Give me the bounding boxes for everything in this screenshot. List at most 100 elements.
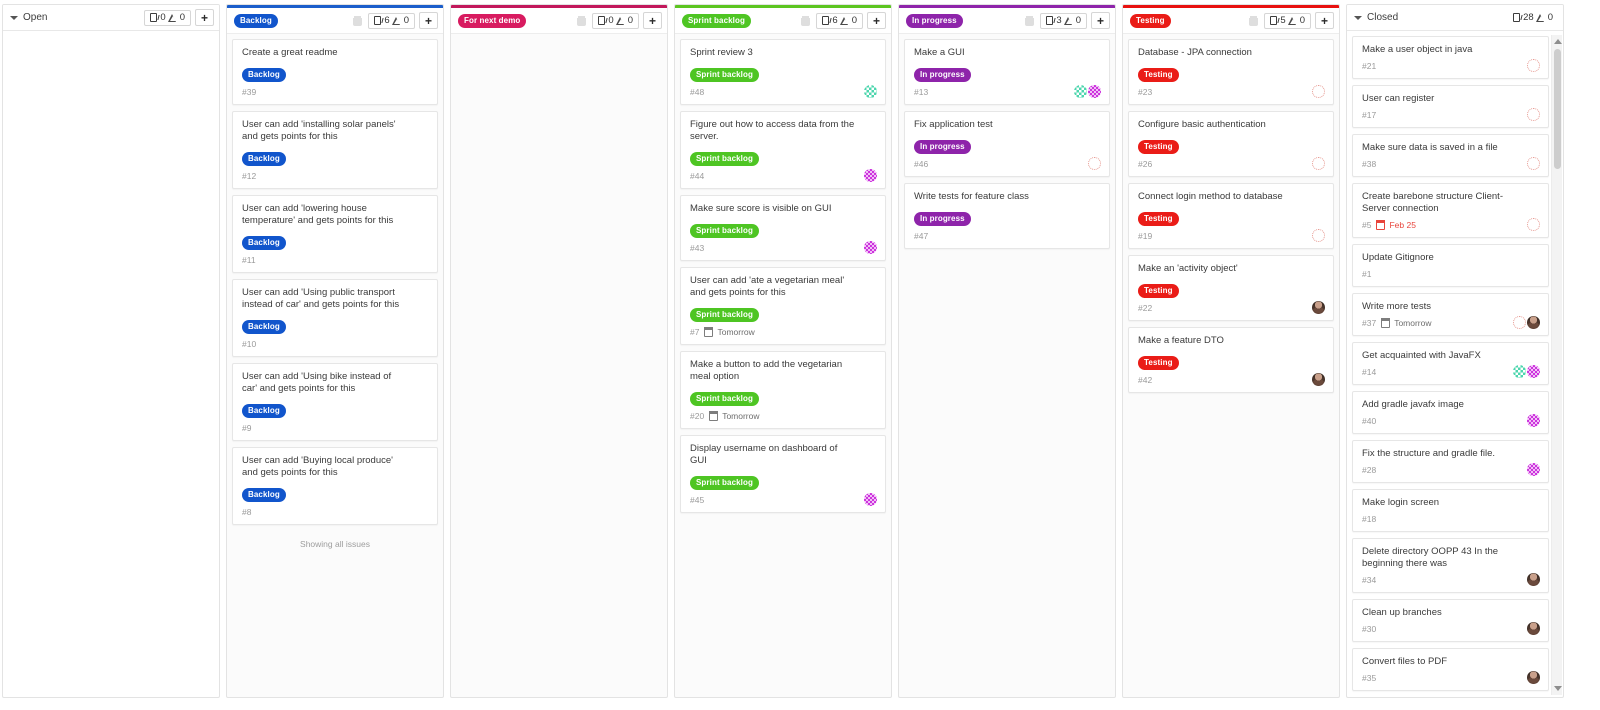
card[interactable]: User can add 'Buying local produce' and …: [232, 447, 438, 525]
card-count-icon: [150, 13, 158, 22]
avatar[interactable]: [1527, 671, 1540, 684]
card[interactable]: Display username on dashboard of GUI Spri…: [680, 435, 886, 513]
card[interactable]: Make sure score is visible on GUI Sprint …: [680, 195, 886, 261]
column-title-group[interactable]: Open: [10, 12, 47, 23]
card[interactable]: Connect login method to database Testing #…: [1128, 183, 1334, 249]
card[interactable]: Fix application test In progress #46: [904, 111, 1110, 177]
card-meta: #14: [1362, 367, 1540, 377]
card-title: Write tests for feature class: [914, 191, 1029, 202]
card-meta: #8: [242, 507, 429, 517]
card[interactable]: Make an 'activity object' Testing #22: [1128, 255, 1334, 321]
card-chip-row: Sprint backlog: [690, 304, 877, 322]
card[interactable]: Create a great readme Backlog #39: [232, 39, 438, 105]
avatar-placeholder-icon[interactable]: [1312, 157, 1325, 170]
card[interactable]: Update Gitignore #1: [1352, 244, 1549, 287]
card[interactable]: Configure basic authentication Testing #26: [1128, 111, 1334, 177]
avatar-placeholder-icon[interactable]: [1513, 316, 1526, 329]
avatar-identicon[interactable]: [1088, 85, 1101, 98]
card[interactable]: Add gradle javafx image #40: [1352, 391, 1549, 434]
scroll-down-button[interactable]: [1553, 684, 1562, 693]
add-card-button[interactable]: +: [419, 12, 438, 29]
warning-count-icon: [1064, 16, 1073, 25]
add-card-button[interactable]: +: [1091, 12, 1110, 29]
avatar-identicon[interactable]: [864, 493, 877, 506]
avatar-group: [1527, 622, 1540, 635]
card[interactable]: Make sure data is saved in a file #38: [1352, 134, 1549, 177]
card-meta: #12: [242, 171, 429, 181]
avatar-placeholder-icon[interactable]: [1312, 85, 1325, 98]
card-title: User can add 'Using public transport ins…: [242, 287, 400, 310]
trash-icon[interactable]: [801, 15, 811, 26]
avatar[interactable]: [1527, 573, 1540, 586]
column-accent-bar: [675, 5, 891, 8]
add-card-button[interactable]: +: [195, 9, 214, 26]
card[interactable]: User can add 'Using public transport ins…: [232, 279, 438, 357]
avatar-identicon[interactable]: [1527, 463, 1540, 476]
card[interactable]: Write tests for feature class In progress…: [904, 183, 1110, 249]
avatar-identicon[interactable]: [1527, 414, 1540, 427]
avatar-identicon[interactable]: [1513, 365, 1526, 378]
trash-icon[interactable]: [1249, 15, 1259, 26]
card-number: #44: [690, 171, 705, 181]
avatar-identicon[interactable]: [1527, 365, 1540, 378]
card-number: #26: [1138, 159, 1153, 169]
card[interactable]: Sprint review 3 Sprint backlog #48: [680, 39, 886, 105]
avatar-placeholder-icon[interactable]: [1527, 108, 1540, 121]
avatar[interactable]: [1312, 373, 1325, 386]
column-header-sprint-backlog: Sprint backlog 6 0 +: [675, 8, 891, 34]
card-meta: #13: [914, 87, 1101, 97]
card[interactable]: Get acquainted with JavaFX #14: [1352, 342, 1549, 385]
avatar-group: [1088, 157, 1101, 170]
column-header-in-progress: In progress 3 0 +: [899, 8, 1115, 34]
card[interactable]: Fix the structure and gradle file. #28: [1352, 440, 1549, 483]
card[interactable]: Figure out how to access data from the s…: [680, 111, 886, 189]
card-number: #22: [1138, 303, 1153, 313]
add-card-button[interactable]: +: [1315, 12, 1334, 29]
card[interactable]: User can add 'Using bike instead of car'…: [232, 363, 438, 441]
avatar-identicon[interactable]: [864, 85, 877, 98]
card[interactable]: Make a user object in java #21: [1352, 36, 1549, 79]
card[interactable]: User can add 'installing solar panels' a…: [232, 111, 438, 189]
column-footer-note: Showing all issues: [300, 539, 370, 549]
card[interactable]: Make a button to add the vegetarian meal…: [680, 351, 886, 429]
card[interactable]: Clean up branches #30: [1352, 599, 1549, 642]
card[interactable]: Make a feature DTO Testing #42: [1128, 327, 1334, 393]
card-number: #38: [1362, 159, 1377, 169]
card[interactable]: Database - JPA connection Testing #23: [1128, 39, 1334, 105]
avatar-identicon[interactable]: [1074, 85, 1087, 98]
card[interactable]: Create barebone structure Client-Server …: [1352, 183, 1549, 238]
card[interactable]: Make a GUI In progress #13: [904, 39, 1110, 105]
card[interactable]: Convert files to PDF #35: [1352, 648, 1549, 691]
card[interactable]: Make login screen #18: [1352, 489, 1549, 532]
card-meta: #9: [242, 423, 429, 433]
card-title: User can add 'ate a vegetarian meal' and…: [690, 275, 845, 298]
vertical-scrollbar[interactable]: [1551, 35, 1562, 695]
trash-icon[interactable]: [577, 15, 587, 26]
avatar-placeholder-icon[interactable]: [1088, 157, 1101, 170]
card[interactable]: User can add 'ate a vegetarian meal' and…: [680, 267, 886, 345]
card[interactable]: User can add 'lowering house temperature…: [232, 195, 438, 273]
avatar-identicon[interactable]: [864, 241, 877, 254]
card[interactable]: Write more tests #37 Tomorrow: [1352, 293, 1549, 336]
trash-icon[interactable]: [353, 15, 363, 26]
calendar-icon: [704, 327, 714, 337]
trash-icon[interactable]: [1025, 15, 1035, 26]
card-number: #13: [914, 87, 929, 97]
card[interactable]: User can register #17: [1352, 85, 1549, 128]
avatar-identicon[interactable]: [864, 169, 877, 182]
scrollbar-thumb[interactable]: [1554, 49, 1561, 169]
avatar-placeholder-icon[interactable]: [1527, 218, 1540, 231]
avatar[interactable]: [1527, 316, 1540, 329]
column-title-group[interactable]: Closed: [1354, 12, 1398, 23]
avatar[interactable]: [1527, 622, 1540, 635]
avatar-placeholder-icon[interactable]: [1312, 229, 1325, 242]
avatar[interactable]: [1312, 301, 1325, 314]
add-card-button[interactable]: +: [867, 12, 886, 29]
add-card-button[interactable]: +: [643, 12, 662, 29]
scroll-up-button[interactable]: [1553, 37, 1562, 46]
avatar-placeholder-icon[interactable]: [1527, 157, 1540, 170]
avatar-placeholder-icon[interactable]: [1527, 59, 1540, 72]
card[interactable]: Delete directory OOPP 43 In the beginnin…: [1352, 538, 1549, 593]
